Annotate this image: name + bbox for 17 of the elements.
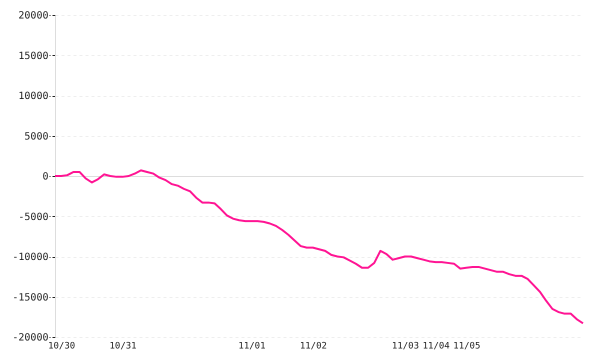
- y-tick-label: -5000: [18, 212, 48, 223]
- y-tick-label: -20000: [12, 332, 48, 344]
- y-tick-label: 0: [42, 172, 48, 182]
- y-tick-label: 20000: [18, 10, 48, 22]
- x-tick-label: 11/02: [300, 342, 327, 352]
- line-series: [54, 169, 584, 324]
- y-tick-label: -10000: [12, 252, 48, 263]
- x-tick-label: 11/05: [453, 342, 480, 352]
- y-tick-label: 5000: [24, 131, 48, 142]
- x-tick-label: 10/31: [109, 342, 137, 352]
- y-tick-label: 15000: [18, 50, 48, 62]
- x-tick-label: 10/30: [48, 342, 76, 352]
- x-tick-label: 11/01: [238, 342, 266, 352]
- x-tick-label: 11/04: [422, 342, 450, 352]
- y-tick-label: -15000: [12, 292, 48, 304]
- x-tick-label: 11/03: [392, 342, 419, 352]
- y-tick-label: 10000: [18, 91, 48, 102]
